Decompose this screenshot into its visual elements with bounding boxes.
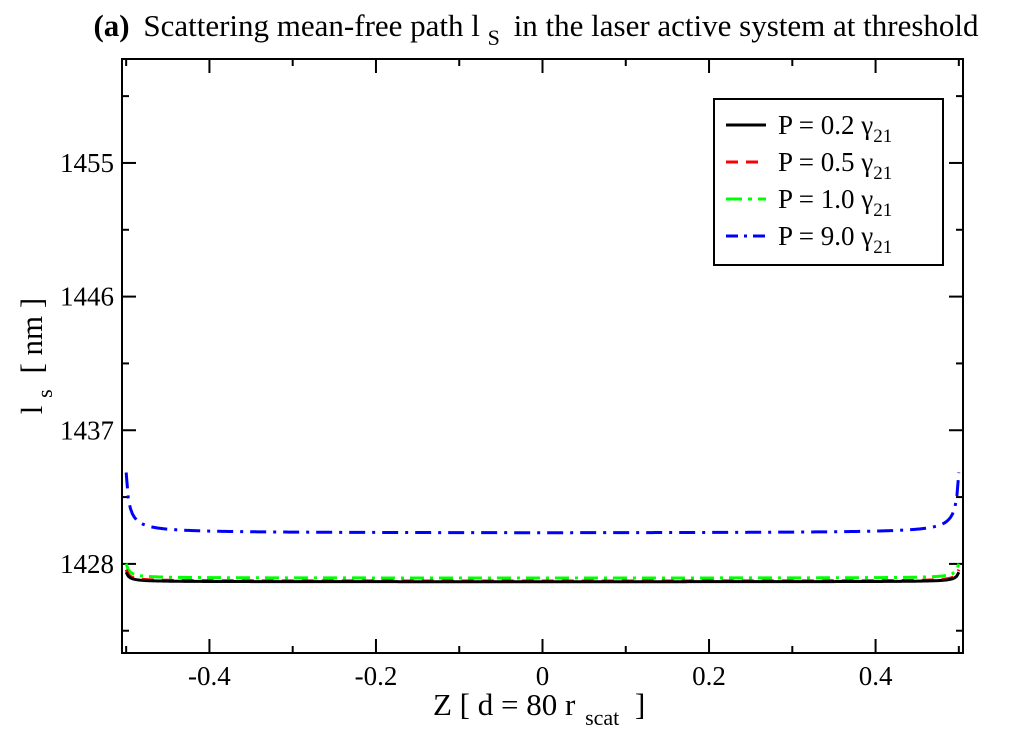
x-axis-label: Z [ d = 80 r scat ] xyxy=(433,687,645,731)
ylabel-main: l xyxy=(14,406,49,415)
legend-label: P = 0.5 γ21 xyxy=(778,147,892,184)
x-tick-label: 0.2 xyxy=(692,661,726,691)
y-tick-label: 1446 xyxy=(60,282,114,312)
x-tick-label: -0.4 xyxy=(188,661,231,691)
title-suffix: in the laser active system at threshold xyxy=(514,8,979,43)
ylabel-sub: s xyxy=(32,389,57,398)
legend-label-main: P = 9.0 γ xyxy=(778,221,873,251)
xlabel-main: Z [ d = 80 r xyxy=(433,687,576,722)
legend-label: P = 9.0 γ21 xyxy=(778,221,892,258)
x-tick-label: 0 xyxy=(536,661,550,691)
series-line xyxy=(124,571,961,584)
series-line xyxy=(124,568,961,583)
legend-label-main: P = 1.0 γ xyxy=(778,184,873,214)
xlabel-end: ] xyxy=(635,687,645,722)
series-layer xyxy=(124,472,961,584)
legend-label-sub: 21 xyxy=(873,163,892,184)
legend-label-sub: 21 xyxy=(873,237,892,258)
chart-title: (a) Scattering mean-free path l S in the… xyxy=(93,8,979,52)
title-sub: S xyxy=(488,25,500,50)
x-tick-label: -0.2 xyxy=(355,661,398,691)
y-axis-label: l s [ nm ] xyxy=(14,298,59,414)
legend-label: P = 0.2 γ21 xyxy=(778,110,892,147)
xlabel-sub: scat xyxy=(585,705,619,730)
series-line xyxy=(124,472,961,535)
legend-label-sub: 21 xyxy=(873,200,892,221)
y-tick-label: 1428 xyxy=(60,549,114,579)
y-tick-label: 1455 xyxy=(60,148,114,178)
legend-label: P = 1.0 γ21 xyxy=(778,184,892,221)
legend-box xyxy=(713,98,944,266)
title-text: Scattering mean-free path l xyxy=(143,8,480,43)
legend-label-sub: 21 xyxy=(873,126,892,147)
series-line xyxy=(124,563,961,580)
legend-label-main: P = 0.5 γ xyxy=(778,147,873,177)
y-tick-label: 1437 xyxy=(60,415,114,445)
ylabel-end: [ nm ] xyxy=(14,298,49,374)
axis-ticks: -0.4 -0.2 0 0.2 0.4 1428 1437 1446 1455 xyxy=(60,59,963,691)
legend-label-main: P = 0.2 γ xyxy=(778,110,873,140)
x-tick-label: 0.4 xyxy=(859,661,893,691)
title-prefix: (a) xyxy=(93,8,129,43)
